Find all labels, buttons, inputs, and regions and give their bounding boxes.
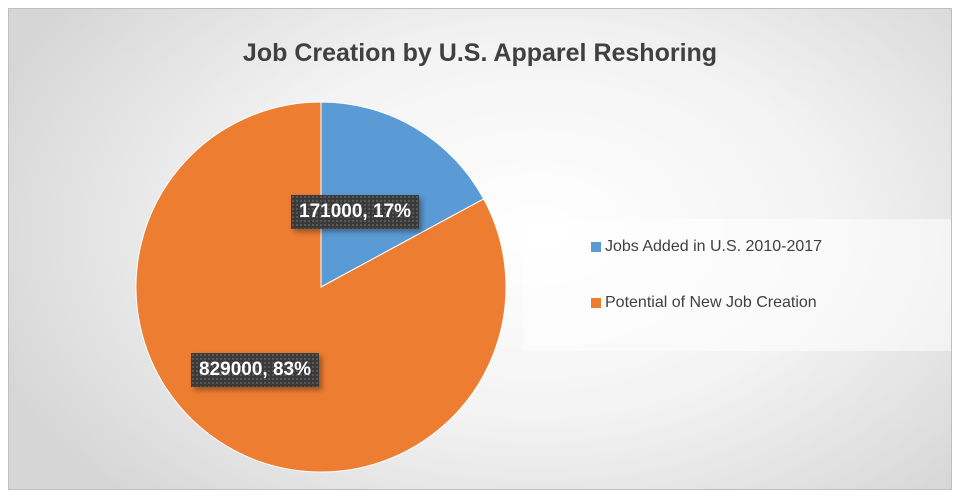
chart-title: Job Creation by U.S. Apparel Reshoring: [242, 39, 718, 67]
legend-swatch-potential-jobs: [591, 298, 601, 308]
legend-label-jobs-added: Jobs Added in U.S. 2010-2017: [605, 238, 823, 255]
legend-swatch-jobs-added: [591, 242, 601, 252]
pie-slice-jobs-added: [320, 101, 485, 288]
pie-slices: [135, 101, 507, 473]
data-label-jobs-added: 171000, 17%: [291, 195, 419, 229]
legend-label-potential-jobs: Potential of New Job Creation: [605, 294, 817, 311]
legend-background: [523, 219, 951, 351]
legend-item-potential-jobs: Potential of New Job Creation: [591, 291, 941, 315]
data-label-potential-jobs: 829000, 83%: [191, 353, 319, 387]
chart-area: Job Creation by U.S. Apparel Reshoring 1…: [8, 8, 952, 490]
legend: Jobs Added in U.S. 2010-2017 Potential o…: [591, 235, 941, 347]
legend-item-jobs-added: Jobs Added in U.S. 2010-2017: [591, 235, 941, 259]
